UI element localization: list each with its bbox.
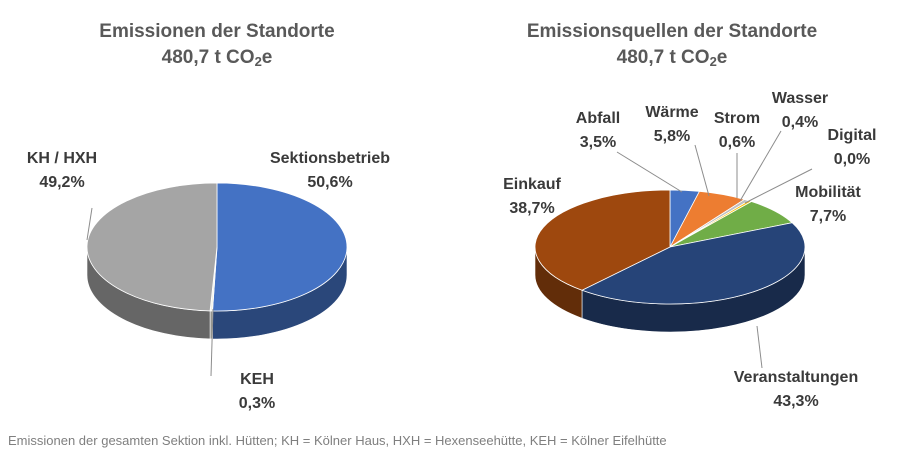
slice-value-label: 5,8% — [654, 128, 690, 145]
slice-value-label: 50,6% — [307, 174, 352, 191]
slice-value-label: 0,3% — [239, 395, 275, 412]
slice-value-label: 43,3% — [773, 393, 818, 410]
slice-value-label: 0,6% — [719, 134, 755, 151]
pie-chart-2: Emissionsquellen der Standorte 480,7 t CO… — [503, 21, 876, 410]
slice-name-label: KH / HXH — [27, 150, 97, 167]
slice-value-label: 38,7% — [509, 200, 554, 217]
slice-value-label: 49,2% — [39, 174, 84, 191]
slice-name-label: Sektionsbetrieb — [270, 150, 390, 167]
pie-chart-1: Emissionen der Standorte 480,7 t CO2e Sekt… — [27, 21, 390, 412]
chart-subtitle: 480,7 t CO2e — [162, 47, 273, 69]
slice-name-label: Mobilität — [795, 184, 861, 201]
charts-svg: Emissionen der Standorte 480,7 t CO2e Sekt… — [27, 21, 877, 412]
slice-value-label: 0,0% — [834, 151, 870, 168]
chart-title: Emissionsquellen der Standorte — [527, 21, 817, 42]
slice-name-label: Veranstaltungen — [734, 369, 858, 386]
pie-slice — [580, 222, 806, 305]
slice-name-label: Digital — [828, 127, 877, 144]
footnote: Emissionen der gesamten Sektion inkl. Hü… — [8, 433, 667, 448]
leader-line — [756, 325, 763, 369]
slice-name-label: Strom — [714, 110, 760, 127]
leader-line — [744, 168, 813, 204]
slice-value-label: 0,4% — [782, 114, 818, 131]
leader-line — [210, 308, 214, 377]
chart-subtitle: 480,7 t CO2e — [617, 47, 728, 69]
slice-name-label: Einkauf — [503, 176, 561, 193]
leader-line — [616, 151, 683, 193]
slice-name-label: Wärme — [645, 104, 698, 121]
pie-slice — [212, 182, 348, 312]
slice-value-label: 7,7% — [810, 208, 846, 225]
slice-value-label: 3,5% — [580, 134, 616, 151]
chart-title: Emissionen der Standorte — [99, 21, 334, 42]
pie-slice — [534, 189, 671, 291]
slice-name-label: Wasser — [772, 90, 828, 107]
slice-name-label: Abfall — [576, 110, 620, 127]
pie-slice — [86, 182, 218, 312]
slice-name-label: KEH — [240, 371, 274, 388]
leader-line — [86, 207, 93, 241]
leader-line — [694, 144, 710, 197]
leader-line — [739, 130, 782, 202]
